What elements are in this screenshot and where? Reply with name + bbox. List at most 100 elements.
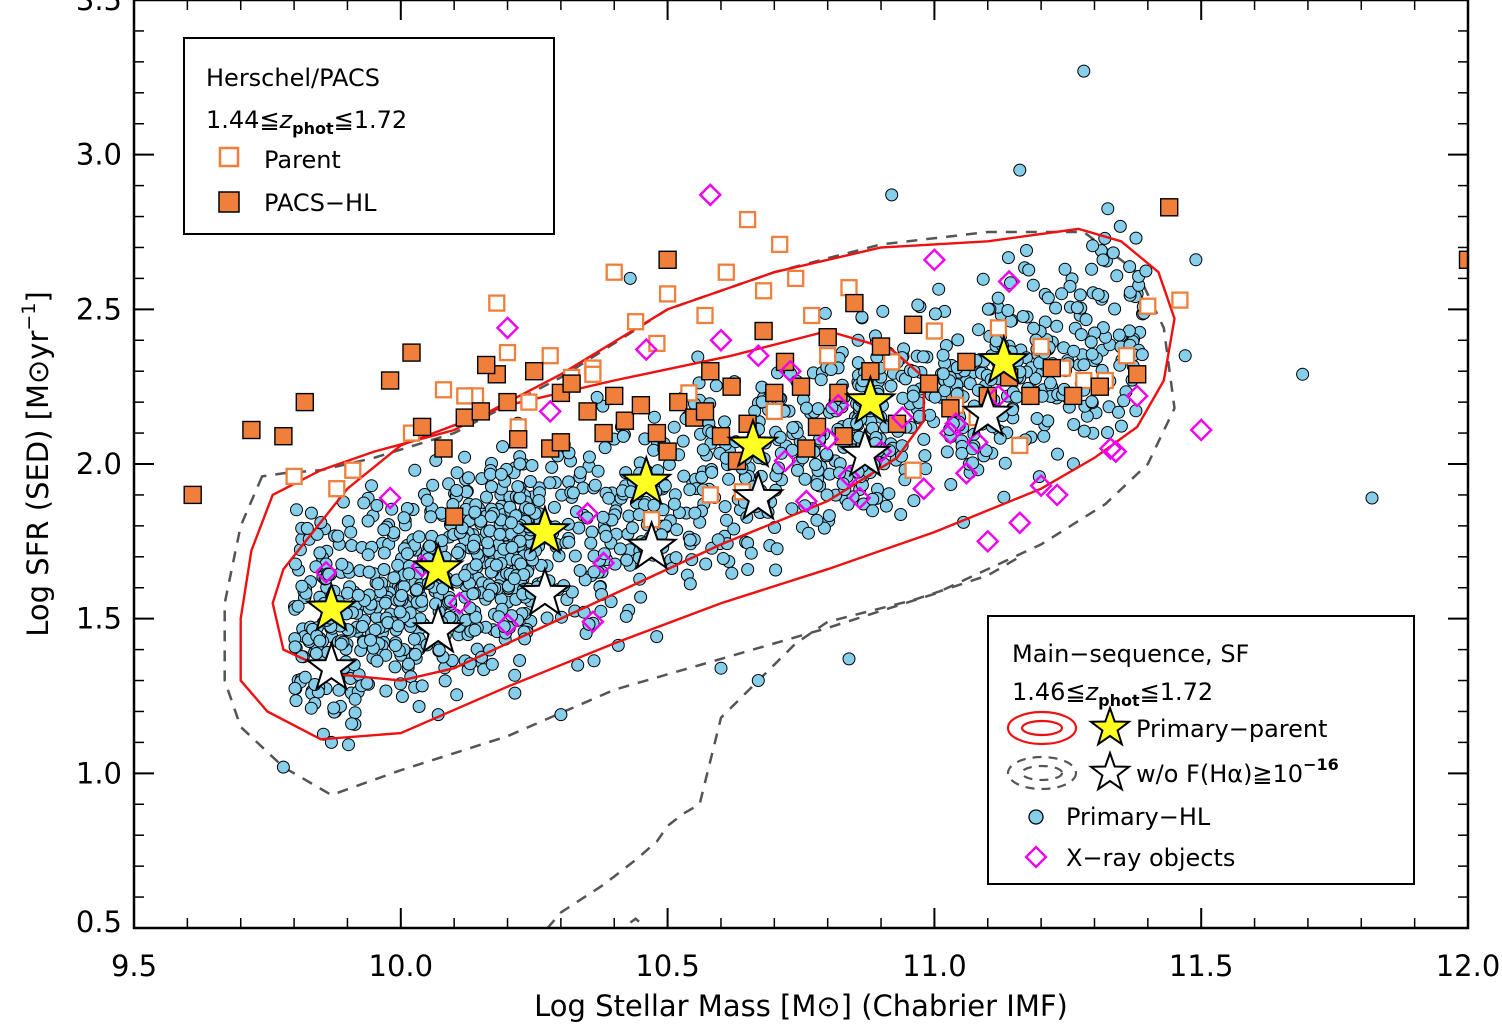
primary-hl-point — [291, 599, 305, 613]
primary-hl-point — [545, 460, 559, 474]
primary-hl-point — [1067, 418, 1081, 431]
white-star — [838, 426, 892, 478]
pacs-hl-square — [1090, 377, 1110, 396]
primary-hl-point — [599, 529, 613, 543]
pacs-hl-square — [1159, 198, 1179, 217]
primary-hl-point — [587, 654, 601, 668]
primary-hl-point — [408, 463, 422, 477]
primary-hl-point — [543, 476, 557, 490]
primary-hl-point — [483, 467, 497, 481]
primary-hl-point — [619, 609, 633, 623]
primary-hl-point — [412, 530, 426, 544]
primary-hl-point — [547, 500, 561, 514]
primary-hl-point — [1063, 279, 1077, 293]
yellow-star — [726, 417, 780, 469]
pacs-hl-square — [242, 420, 261, 440]
parent-square — [498, 343, 517, 362]
primary-hl-point — [458, 450, 472, 464]
pacs-hl-square — [1127, 365, 1147, 384]
yellow-star — [619, 454, 673, 506]
xray-diamond — [1098, 436, 1123, 461]
primary-hl-point — [1016, 310, 1030, 323]
pacs-hl-square — [445, 507, 464, 526]
primary-hl-point — [289, 694, 303, 708]
primary-hl-point — [481, 536, 495, 550]
parent-square — [717, 263, 735, 281]
primary-hl-point — [309, 647, 323, 660]
xray-diamond — [1104, 439, 1128, 464]
xray-diamond — [826, 393, 851, 417]
parent-square — [1075, 371, 1093, 390]
primary-hl-point — [1110, 269, 1124, 283]
primary-hl-point — [716, 552, 730, 565]
parent-square — [605, 263, 623, 281]
primary-hl-point — [397, 511, 411, 525]
primary-hl-point — [298, 670, 312, 684]
parent-legend-marker — [218, 146, 240, 168]
parent-square — [488, 294, 506, 312]
primary-hl-point — [585, 525, 599, 539]
y-tick-label: 0.5 — [76, 905, 122, 939]
primary-hl-point — [1013, 163, 1027, 177]
primary-hl-point — [1084, 335, 1098, 349]
xray-diamond — [538, 399, 562, 424]
primary-hl-point — [341, 586, 354, 600]
legend-primary-hl-label: Primary−HL — [1066, 803, 1211, 831]
primary-hl-point — [364, 633, 377, 647]
primary-hl-point — [966, 456, 980, 470]
primary-hl-point — [940, 445, 954, 459]
primary-hl-point — [423, 539, 437, 553]
primary-hl-point — [276, 760, 290, 774]
xray-diamond — [976, 529, 1000, 554]
primary-hl-point — [1077, 358, 1091, 372]
primary-hl-point — [841, 497, 855, 511]
pacs-hl-square — [647, 423, 667, 443]
parent-square — [904, 461, 922, 479]
primary-hl-point — [594, 604, 608, 618]
primary-hl-point — [1096, 253, 1110, 267]
primary-hl-point — [1101, 426, 1114, 439]
primary-hl-point — [791, 463, 804, 477]
primary-hl-point — [667, 497, 681, 511]
primary-hl-point — [912, 409, 926, 423]
primary-hl-point — [1037, 429, 1051, 443]
legend-bottom-right: Main−sequence, SF 1.46≦zphot≦1.72 Primar… — [987, 615, 1415, 885]
primary-hl-point — [811, 402, 825, 416]
primary-hl-point — [620, 553, 634, 567]
pacs-hl-square — [658, 442, 677, 461]
pacs-hl-square — [711, 427, 731, 446]
primary-hl-point — [822, 509, 836, 523]
primary-hl-point — [824, 363, 838, 376]
x-tick-label: 11.0 — [902, 949, 967, 983]
primary-hl-point — [432, 643, 446, 657]
pacs-hl-squares — [183, 198, 1468, 526]
primary-hl-point — [407, 632, 421, 646]
primary-hl-point — [1091, 288, 1105, 301]
primary-hl-point — [582, 617, 596, 631]
primary-hl-point — [916, 350, 930, 364]
primary-hl-point — [304, 506, 318, 520]
xray-diamond — [581, 610, 605, 634]
primary-hl-point — [1085, 262, 1099, 276]
primary-hl-point — [508, 686, 522, 700]
primary-hl-point — [907, 365, 921, 378]
primary-hl-point — [485, 657, 499, 671]
primary-hl-point — [918, 449, 932, 463]
white-star — [961, 386, 1015, 438]
xray-diamond — [1029, 473, 1053, 498]
primary-hl-point — [462, 471, 475, 485]
primary-hl-point — [1112, 405, 1125, 419]
pacs-hl-square — [701, 362, 720, 381]
gray-dashed-arc — [256, 927, 258, 928]
primary-hl-point — [345, 539, 359, 552]
pacs-hl-square — [402, 343, 421, 362]
pacs-hl-square — [722, 377, 741, 396]
primary-hl-point — [469, 558, 483, 572]
primary-hl-point — [355, 620, 369, 633]
parent-square — [696, 306, 714, 325]
primary-hl-point — [741, 563, 755, 576]
primary-hl-point — [590, 390, 604, 404]
primary-hl-point — [582, 450, 596, 464]
parent-square — [1011, 436, 1029, 455]
primary-hl-point — [634, 590, 648, 604]
